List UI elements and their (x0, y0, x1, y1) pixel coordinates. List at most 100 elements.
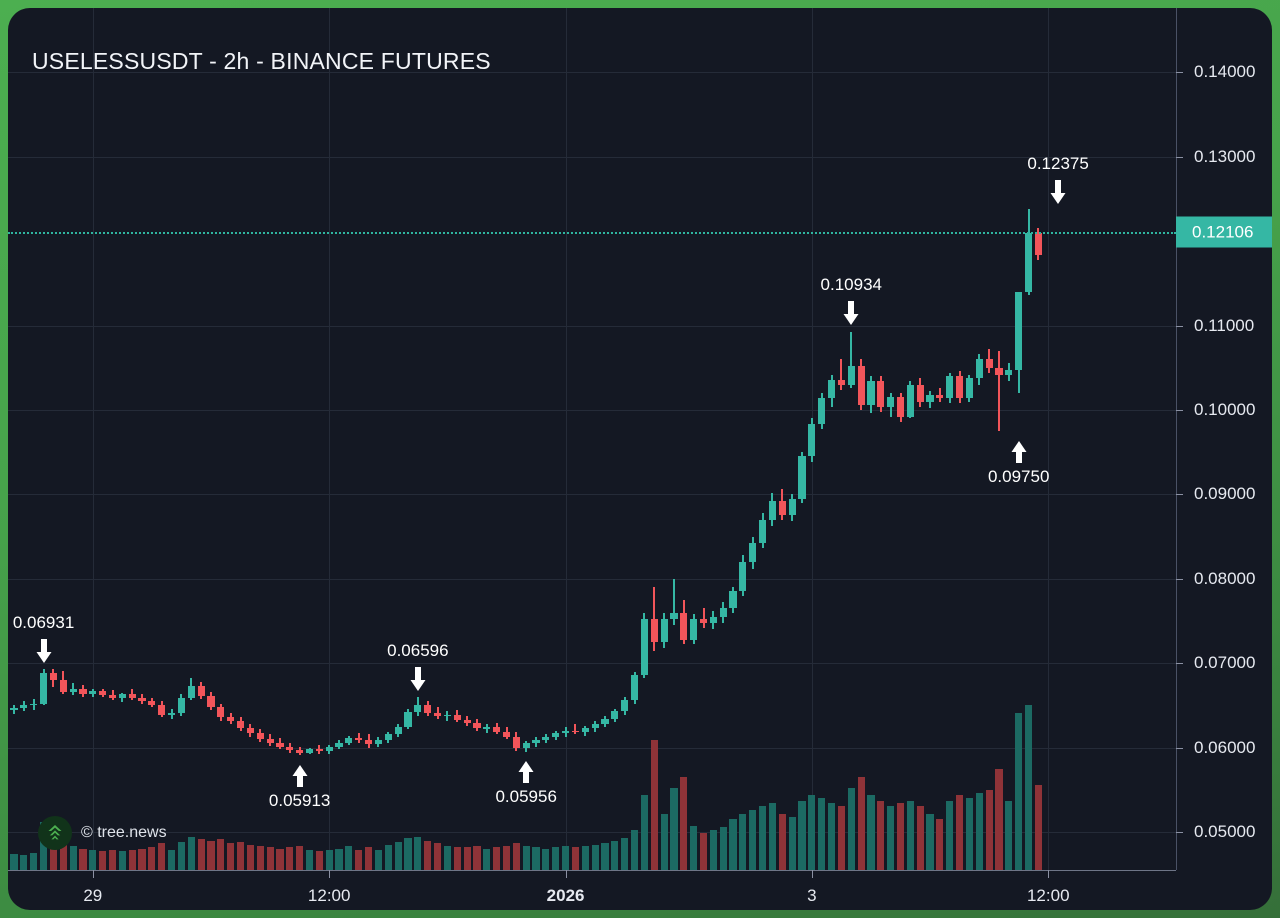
annotation-arrow-down-icon (841, 301, 861, 332)
grid-line-horizontal (8, 156, 1176, 158)
volume-bar (59, 831, 67, 870)
x-axis-label: 12:00 (1026, 886, 1070, 905)
plot-area[interactable]: 0.06931 0.05913 0.06596 0.05956 0.10934 0.097… (8, 8, 1176, 870)
volume-bar (699, 832, 708, 870)
volume-bar (443, 846, 451, 870)
candle-body (59, 680, 67, 692)
volume-bar (197, 839, 205, 870)
candle-body (286, 746, 294, 751)
volume-bar (69, 846, 77, 870)
volume-bar (562, 846, 570, 870)
x-axis-label: 29 (83, 886, 103, 905)
grid-line-vertical (93, 8, 94, 870)
candle-body (916, 384, 924, 402)
candle-wick (840, 359, 843, 390)
candle-body (345, 738, 353, 743)
candle-body (896, 396, 905, 417)
candle-wick (1017, 359, 1020, 394)
annotation-arrow-down-icon (408, 667, 428, 698)
grid-line-horizontal (8, 72, 1176, 74)
y-axis-tick (1176, 494, 1183, 495)
candle-body (128, 694, 136, 698)
volume-bar (749, 810, 757, 870)
volume-bar (177, 842, 186, 870)
candle-body (148, 701, 156, 705)
candle-body (99, 691, 107, 696)
candle-body (827, 379, 836, 399)
grid-line-vertical (566, 8, 567, 870)
candle-body (20, 705, 28, 708)
candle-body (276, 742, 284, 747)
volume-bar (493, 847, 501, 870)
volume-bar (325, 850, 333, 870)
y-axis-label: 0.14000 (1194, 62, 1256, 82)
candle-body (227, 717, 235, 722)
current-price-badge[interactable]: 0.12106 (1176, 216, 1272, 248)
volume-bar (266, 847, 274, 870)
candle-body (493, 727, 501, 732)
candle-body (552, 733, 560, 737)
x-axis-tick (329, 870, 330, 878)
volume-bar (936, 819, 944, 870)
grid-line-horizontal (8, 663, 1176, 665)
volume-bar (30, 852, 38, 870)
y-axis-tick (1176, 663, 1183, 664)
volume-bar (20, 855, 28, 870)
candle-body (394, 726, 402, 735)
candle-body (690, 619, 698, 640)
volume-bar (621, 838, 629, 870)
y-axis-tick (1176, 157, 1183, 158)
watermark: © tree.news (38, 816, 167, 850)
candle-body (749, 543, 757, 562)
volume-bar (522, 846, 530, 870)
volume-bar (975, 792, 983, 870)
volume-bar (601, 843, 609, 870)
candle-body (1005, 369, 1013, 375)
grid-line-vertical (329, 8, 330, 870)
candle-body (571, 730, 580, 733)
page-title: USELESSUSDT - 2h - BINANCE FUTURES (32, 48, 491, 74)
volume-bar (414, 836, 422, 870)
volume-bar (778, 814, 786, 870)
candle-wick (850, 331, 853, 389)
volume-bar (217, 839, 225, 870)
grid-layer (8, 8, 1176, 870)
y-axis-tick (1176, 72, 1183, 73)
candle-wick (702, 607, 705, 628)
volume-bar (168, 850, 176, 870)
candle-body (296, 750, 304, 753)
candle-wick (672, 578, 675, 626)
candle-body (985, 359, 993, 368)
candle-body (562, 730, 570, 734)
volume-bar (315, 851, 323, 870)
candle-body (89, 691, 97, 695)
volume-bar (660, 814, 668, 870)
volume-bar (896, 803, 905, 870)
volume-bar (887, 806, 895, 870)
candle-body (1034, 232, 1042, 255)
volume-bar (483, 848, 491, 870)
volume-bar (49, 830, 57, 870)
volume-bar (611, 840, 619, 870)
candle-body (1015, 291, 1023, 370)
candle-body (581, 728, 589, 733)
candle-body (197, 686, 205, 697)
candle-body (483, 727, 491, 729)
volume-bar (345, 846, 353, 870)
volume-bar (138, 848, 146, 870)
candle-body (788, 498, 796, 515)
volume-bar (256, 846, 264, 870)
volume-bar (591, 844, 599, 870)
y-axis-label: 0.06000 (1194, 737, 1256, 757)
volume-bar (985, 790, 993, 870)
candle-body (256, 733, 264, 740)
annotation-label: 0.09750 (987, 467, 1050, 487)
annotation-label: 0.06596 (387, 641, 449, 661)
x-axis-label: 2026 (546, 886, 585, 905)
candle-body (630, 675, 639, 701)
volume-bar (236, 842, 245, 870)
volume-bar (926, 814, 934, 870)
volume-bar (473, 846, 481, 870)
volume-bar (690, 826, 698, 870)
